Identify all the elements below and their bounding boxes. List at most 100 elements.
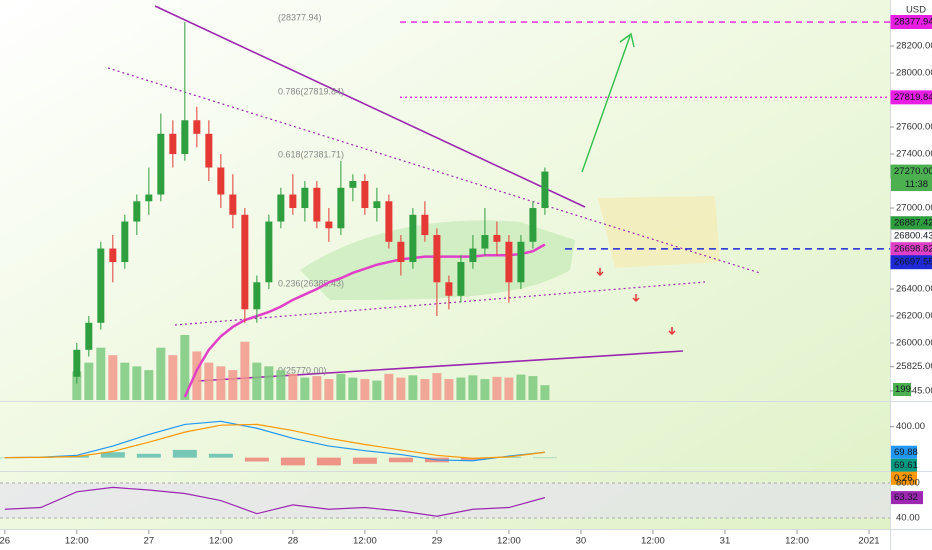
volume-bar xyxy=(120,362,130,400)
y-tick-label: 26200.00 xyxy=(896,311,932,322)
y-tick-label: 28200.00 xyxy=(896,41,932,52)
volume-bar xyxy=(336,373,346,400)
candle-body xyxy=(397,241,405,263)
volume-bar xyxy=(492,376,502,400)
volume-bar xyxy=(324,379,334,400)
candle-body xyxy=(469,248,477,263)
candle-body xyxy=(433,235,441,283)
candle-body xyxy=(409,214,417,263)
y-tick-label: 80.00 xyxy=(896,478,920,489)
layer: 26 12:00 27 12:00 28 12:00 29 12:00 30 12:00 31 12:… xyxy=(0,5,932,547)
y-tick-label: 28000.00 xyxy=(896,68,932,79)
candle-body xyxy=(541,171,549,209)
projection-zone xyxy=(598,196,720,268)
candle-body xyxy=(181,120,189,155)
candle-body xyxy=(265,221,273,283)
candle-body xyxy=(277,194,285,222)
candle-body xyxy=(121,221,129,263)
volume-bar xyxy=(288,373,298,400)
indicator-label: 69.61 xyxy=(894,460,918,471)
x-tick-label: 28 xyxy=(288,536,299,547)
x-tick-label: 27 xyxy=(144,536,155,547)
histogram-bar xyxy=(136,453,161,458)
price-label: 27819.84 xyxy=(894,92,932,103)
volume-bar xyxy=(264,366,274,400)
volume-bar xyxy=(168,355,178,400)
indicator-label: 63.32 xyxy=(894,492,918,503)
candle-body xyxy=(457,262,465,296)
volume-bar xyxy=(504,377,514,400)
countdown-box xyxy=(891,178,932,192)
plot-background xyxy=(0,0,890,530)
price-label-box xyxy=(890,90,932,105)
volume-bar xyxy=(516,374,526,400)
volume-bar xyxy=(312,376,322,400)
y-tick-label: 27400.00 xyxy=(896,149,932,160)
histogram-bar xyxy=(352,457,377,464)
indicator-line xyxy=(4,420,545,462)
x-tick-label: 12:00 xyxy=(65,536,89,547)
y-tick-label: 40.00 xyxy=(896,513,920,524)
candle-body xyxy=(505,241,513,283)
x-tick-label: 29 xyxy=(432,536,443,547)
indicator-label: 69.88 xyxy=(894,447,918,458)
candle-body xyxy=(445,282,453,296)
candle-body xyxy=(421,214,429,236)
volume-bar xyxy=(276,370,286,400)
candle-body xyxy=(157,133,165,195)
fib-label: (28377.94) xyxy=(278,12,322,22)
volume-bar xyxy=(444,379,454,400)
volume-bar xyxy=(396,377,406,400)
x-tick-label: 2021 xyxy=(858,536,879,547)
fib-label: 0(25770.00) xyxy=(278,365,327,375)
y-tick-label: 25645.00 xyxy=(896,385,932,396)
candle-body xyxy=(361,181,369,209)
fib-label: 0.786(27819.84) xyxy=(278,86,344,96)
volume-bar xyxy=(432,373,442,400)
candle-body xyxy=(289,194,297,209)
indicator-label-box xyxy=(891,445,917,459)
price-label: 26887.42 xyxy=(894,218,932,229)
volume-bar xyxy=(180,335,190,400)
volume-bar xyxy=(420,379,430,400)
trend-line xyxy=(107,67,761,274)
histogram-bar xyxy=(316,457,341,466)
fib-label: 0.236(26385.43) xyxy=(278,278,344,288)
volume-bar xyxy=(468,375,478,400)
histogram-bar xyxy=(100,452,125,458)
price-label: 26698.82 xyxy=(894,244,932,255)
x-tick-label: 26 xyxy=(0,536,10,547)
arrow xyxy=(581,32,635,173)
volume-bar xyxy=(384,373,394,400)
price-label: 27270.00 xyxy=(894,166,932,177)
trend-line xyxy=(154,5,586,208)
volume-bar xyxy=(372,380,382,400)
candle-body xyxy=(325,221,333,229)
volume-bar xyxy=(240,341,250,400)
candle-body xyxy=(85,322,93,350)
candle-body xyxy=(241,214,249,310)
candle-body xyxy=(193,120,201,134)
x-tick-label: 12:00 xyxy=(209,536,233,547)
x-tick-label: 12:00 xyxy=(785,536,809,547)
histogram-bar xyxy=(172,449,197,458)
volume-bar xyxy=(456,377,466,400)
candle-body xyxy=(145,194,153,202)
x-tick-label: 12:00 xyxy=(353,536,377,547)
candle-body xyxy=(517,241,525,283)
volume-bar xyxy=(132,366,142,400)
fib-label: 0.618(27381.71) xyxy=(278,149,344,159)
volume-bar xyxy=(84,362,94,400)
countdown: 11:38 xyxy=(905,179,928,190)
candle-body xyxy=(73,349,81,377)
volume-bar xyxy=(96,347,106,400)
candle-body xyxy=(493,235,501,242)
histogram-bar xyxy=(532,457,557,459)
candle-body xyxy=(349,181,357,188)
down-arrow xyxy=(596,268,676,336)
indicator-line xyxy=(4,423,545,460)
indicator-label: 0.26 xyxy=(894,473,913,484)
candle-body xyxy=(313,187,321,222)
